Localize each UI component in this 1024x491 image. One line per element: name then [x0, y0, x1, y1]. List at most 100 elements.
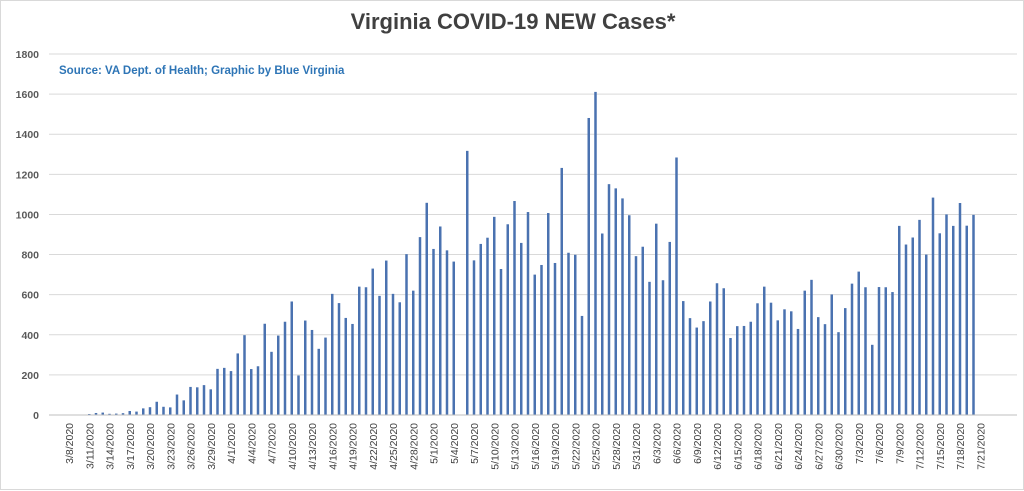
bar	[223, 368, 226, 415]
bars	[68, 92, 975, 415]
bar	[162, 407, 165, 415]
bar	[939, 233, 942, 415]
bar	[966, 226, 969, 415]
y-tick-label: 400	[21, 330, 39, 342]
bar	[959, 203, 962, 415]
bar	[324, 338, 327, 415]
bar	[905, 245, 908, 415]
bar	[858, 272, 861, 415]
bar	[831, 294, 834, 415]
x-tick-label: 6/18/2020	[753, 423, 765, 470]
bar	[588, 118, 591, 415]
bar	[534, 275, 537, 415]
bar	[297, 375, 300, 415]
x-tick-label: 4/4/2020	[246, 423, 258, 464]
y-tick-label: 200	[21, 370, 39, 382]
bar	[264, 324, 267, 415]
x-tick-label: 5/7/2020	[469, 423, 481, 464]
bar	[230, 371, 233, 415]
bar	[399, 302, 402, 415]
bar	[675, 157, 678, 415]
bar	[669, 242, 672, 415]
bar	[527, 212, 530, 415]
bar	[945, 214, 948, 415]
bar	[797, 329, 800, 415]
bar	[763, 287, 766, 415]
x-tick-label: 5/1/2020	[429, 423, 441, 464]
bar	[952, 226, 955, 415]
bar	[176, 395, 179, 415]
bar	[486, 238, 489, 415]
bar	[453, 262, 456, 415]
x-tick-label: 4/25/2020	[388, 423, 400, 470]
x-tick-label: 3/23/2020	[165, 423, 177, 470]
y-tick-label: 1400	[16, 129, 40, 141]
bar	[426, 203, 429, 415]
bar	[561, 168, 564, 415]
bar	[291, 301, 294, 415]
bar	[507, 224, 510, 415]
bar	[851, 284, 854, 415]
y-tick-label: 1800	[16, 49, 40, 61]
bar	[318, 349, 321, 415]
x-tick-label: 3/26/2020	[186, 423, 198, 470]
bar	[777, 320, 780, 415]
bar	[891, 292, 894, 415]
y-tick-label: 1000	[16, 209, 40, 221]
bar	[574, 255, 577, 415]
bar	[608, 184, 611, 415]
bar	[925, 255, 928, 415]
bar	[284, 322, 287, 415]
bar	[250, 369, 253, 415]
x-tick-label: 4/22/2020	[368, 423, 380, 470]
x-tick-label: 5/10/2020	[489, 423, 501, 470]
bar	[817, 317, 820, 415]
x-tick-label: 7/6/2020	[874, 423, 886, 464]
bar	[878, 287, 881, 415]
bar	[885, 287, 888, 415]
bar	[480, 244, 483, 415]
bar	[581, 316, 584, 415]
bar	[372, 269, 375, 415]
x-tick-label: 6/3/2020	[651, 423, 663, 464]
bar	[729, 338, 732, 415]
bar	[493, 217, 496, 415]
x-tick-label: 3/11/2020	[84, 423, 96, 469]
bar	[169, 407, 172, 415]
x-tick-label: 5/16/2020	[530, 423, 542, 470]
bar	[149, 407, 152, 415]
x-tick-label: 4/13/2020	[307, 423, 319, 470]
bar	[540, 265, 543, 415]
bar	[270, 352, 273, 415]
bar	[311, 330, 314, 415]
x-tick-label: 6/30/2020	[834, 423, 846, 470]
bar	[871, 345, 874, 415]
bar	[304, 321, 307, 415]
bar	[358, 287, 361, 415]
y-tick-label: 1600	[16, 89, 40, 101]
bar	[243, 335, 246, 415]
bar	[682, 301, 685, 415]
bar	[196, 387, 199, 415]
x-tick-label: 6/9/2020	[692, 423, 704, 464]
bar	[385, 261, 388, 415]
bar	[189, 387, 192, 415]
bar	[365, 287, 368, 415]
bar	[655, 224, 658, 415]
bar	[844, 308, 847, 415]
bar	[804, 291, 807, 415]
bar	[790, 311, 793, 415]
bar	[412, 291, 415, 415]
bar	[432, 249, 435, 415]
bar	[918, 220, 921, 415]
x-tick-label: 4/1/2020	[226, 423, 238, 464]
bar	[345, 318, 348, 415]
bar	[824, 324, 827, 415]
x-tick-label: 5/31/2020	[631, 423, 643, 470]
x-tick-label: 4/16/2020	[327, 423, 339, 470]
bar	[183, 400, 186, 415]
bar	[419, 237, 422, 415]
bar	[554, 263, 557, 415]
x-tick-label: 6/15/2020	[732, 423, 744, 470]
